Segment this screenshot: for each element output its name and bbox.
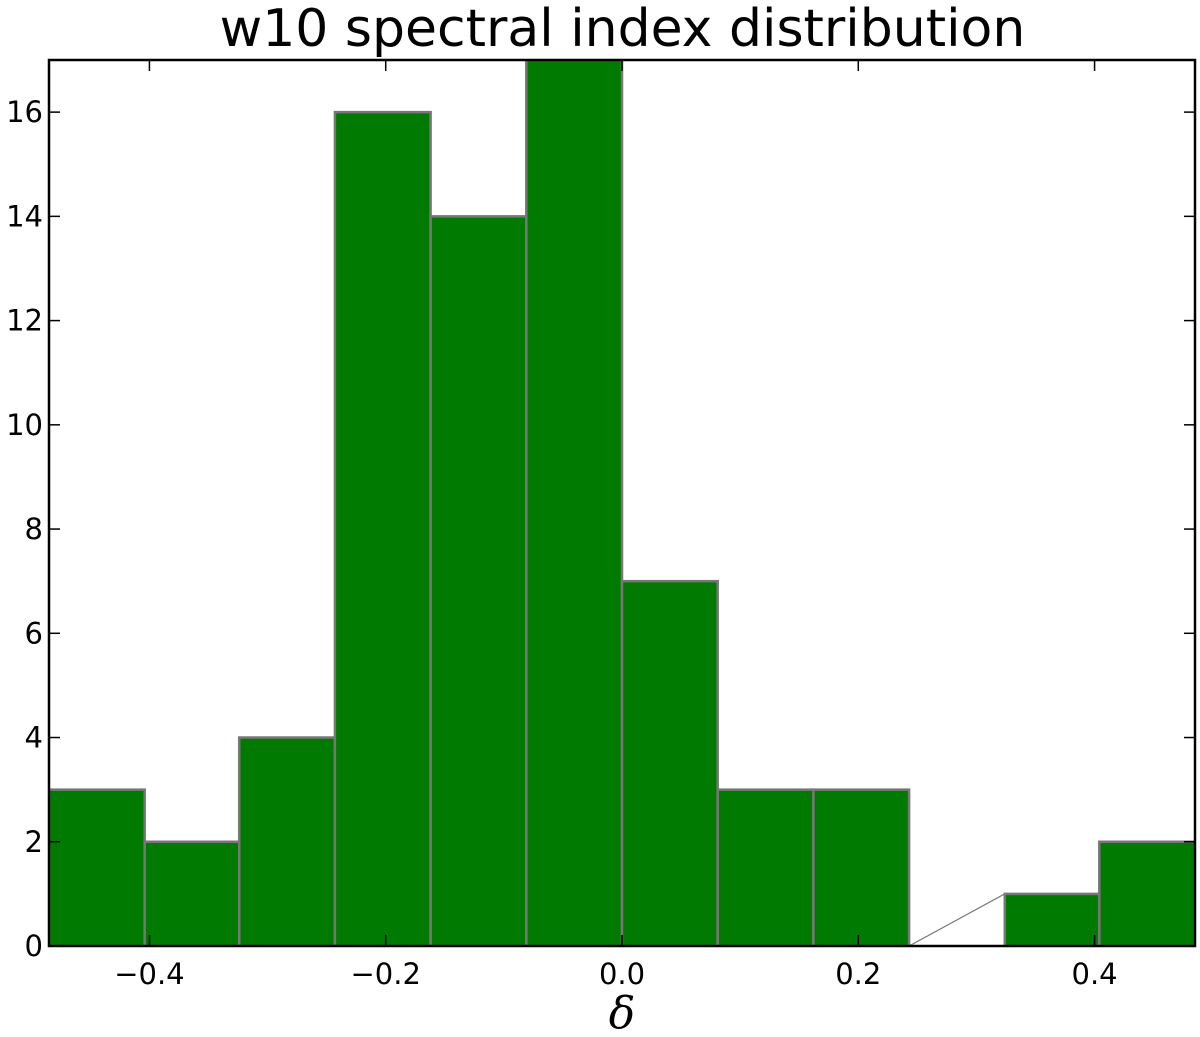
histogram-bar	[237, 736, 337, 946]
y-tick-label: 2	[25, 825, 43, 859]
x-tick-label: −0.2	[351, 957, 421, 991]
x-axis-label: δ	[609, 988, 636, 1037]
y-tick-label: 6	[25, 616, 43, 650]
x-tick-label: 0.0	[599, 957, 645, 991]
histogram-bar	[143, 840, 241, 946]
ticks-layer: −0.4 −0.2 0.0 0.2 0.4 0 2 4 6 8 10 12 14 16	[6, 60, 1195, 991]
chart-title: w10 spectral index distribution	[219, 0, 1026, 59]
x-tick-label: 0.2	[835, 957, 881, 991]
histogram-bar	[1003, 892, 1101, 946]
y-tick-label: 8	[25, 512, 43, 546]
y-tick-label: 4	[25, 721, 43, 755]
histogram-bar	[333, 110, 432, 946]
x-tick-label: −0.4	[114, 957, 184, 991]
histogram-bar	[812, 788, 911, 946]
y-tick-label: 14	[6, 199, 43, 233]
y-tick-label: 12	[6, 304, 43, 338]
y-tick-label: 16	[6, 95, 43, 129]
histogram-bar	[429, 215, 528, 946]
histogram-bar	[525, 60, 624, 946]
histogram-bar	[620, 579, 719, 946]
bars-layer	[49, 60, 1195, 946]
histogram-bar	[49, 788, 146, 946]
y-tick-label: 10	[6, 408, 43, 442]
x-tick-label: 0.4	[1072, 957, 1118, 991]
histogram-bar	[1098, 840, 1195, 946]
y-tick-label: 0	[25, 929, 43, 963]
histogram-bar	[716, 788, 815, 946]
